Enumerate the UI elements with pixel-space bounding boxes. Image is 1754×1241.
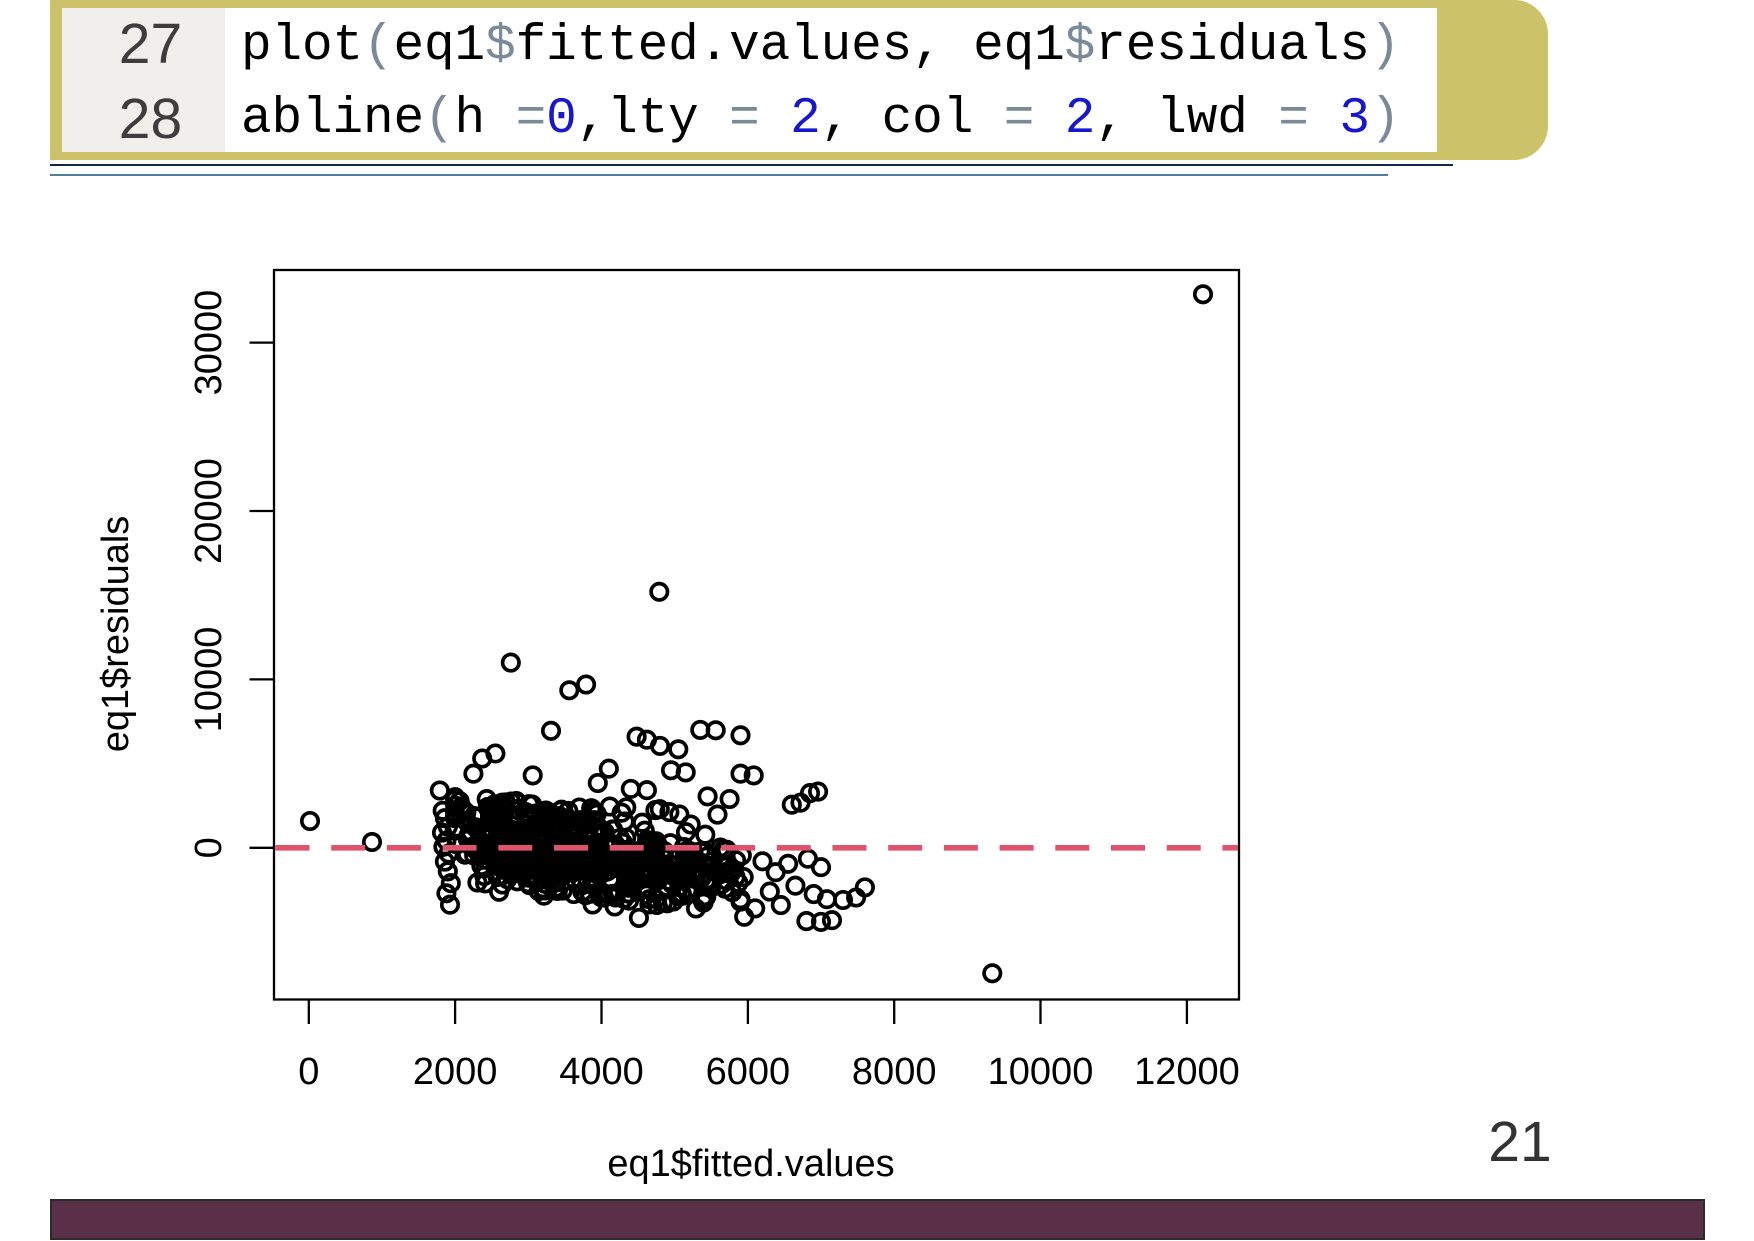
svg-text:0: 0 <box>298 1051 319 1093</box>
svg-text:2000: 2000 <box>413 1051 498 1093</box>
svg-text:8000: 8000 <box>852 1051 937 1093</box>
svg-text:4000: 4000 <box>559 1051 644 1093</box>
svg-text:10000: 10000 <box>188 627 230 733</box>
svg-text:10000: 10000 <box>988 1051 1094 1093</box>
svg-text:eq1$fitted.values: eq1$fitted.values <box>607 1143 894 1185</box>
svg-text:6000: 6000 <box>706 1051 791 1093</box>
svg-text:20000: 20000 <box>188 458 230 564</box>
svg-text:30000: 30000 <box>188 290 230 396</box>
svg-text:12000: 12000 <box>1134 1051 1240 1093</box>
svg-text:0: 0 <box>188 837 230 858</box>
svg-text:eq1$residuals: eq1$residuals <box>95 516 137 753</box>
